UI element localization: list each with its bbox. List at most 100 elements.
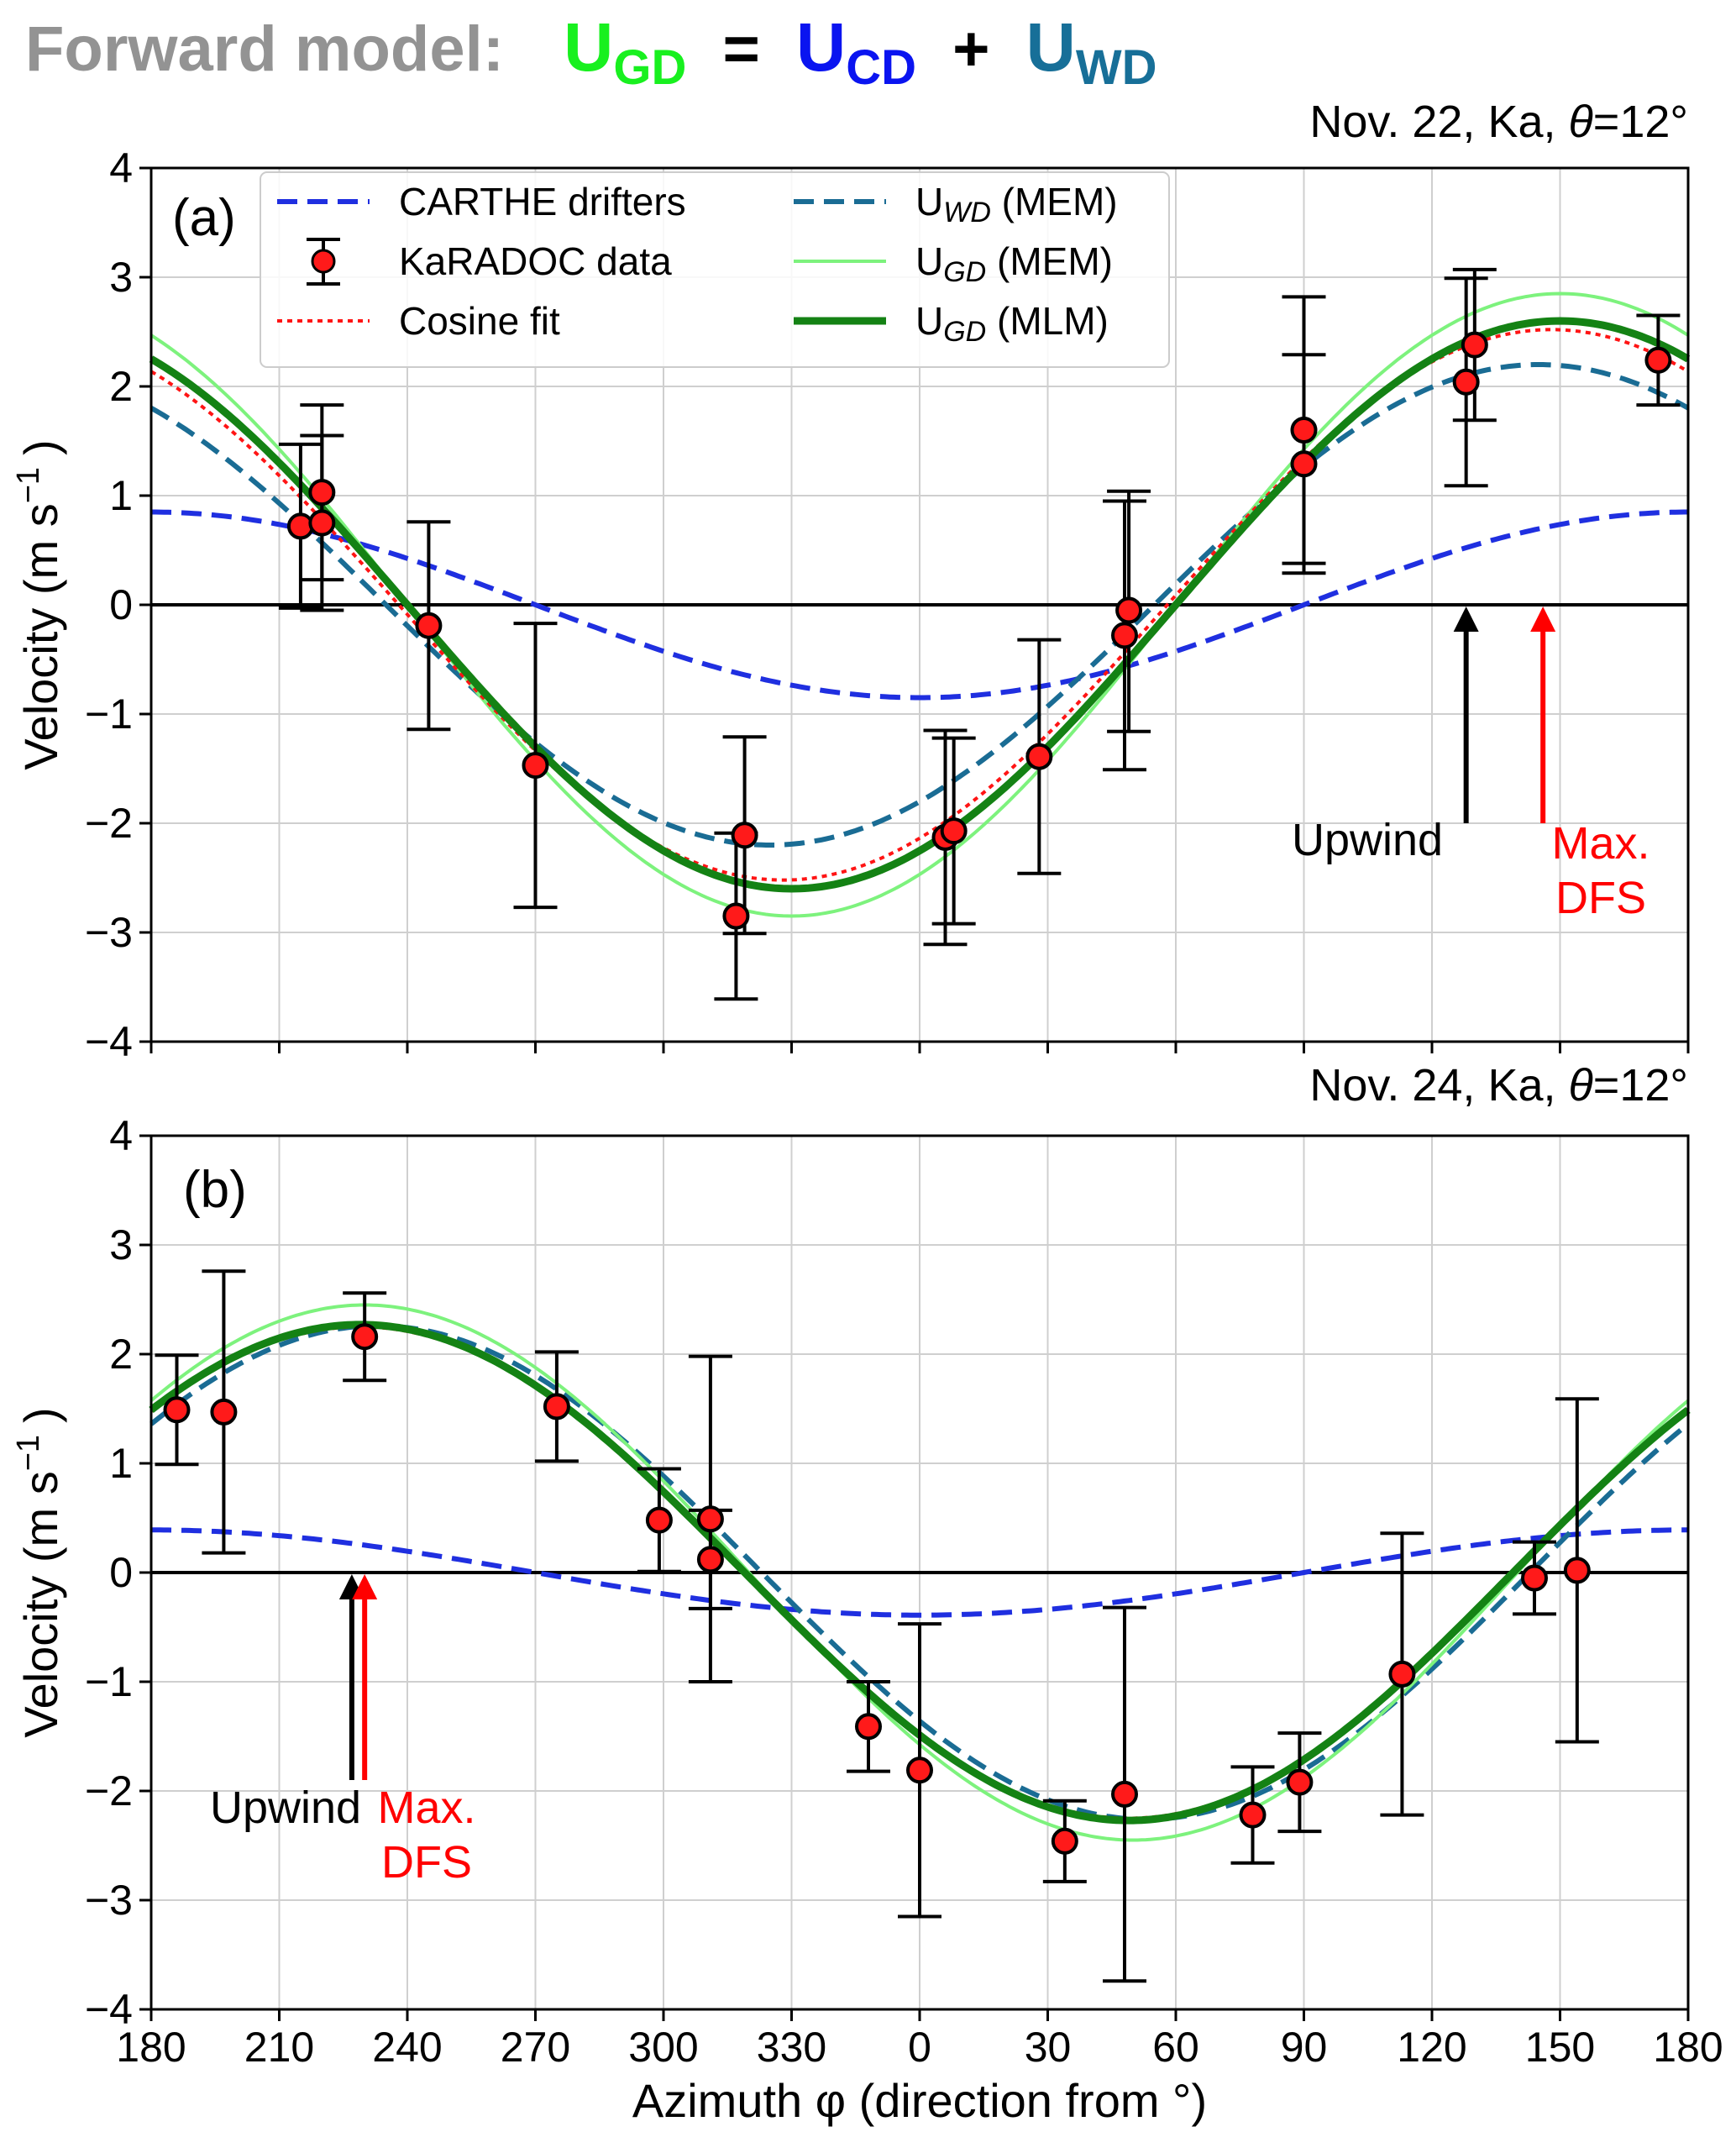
curve-carthe — [151, 509, 1688, 701]
data-point — [722, 902, 750, 930]
y-axis-label-a: Velocity (m s−1) — [11, 439, 67, 769]
title-prefix: Forward model: — [25, 13, 504, 85]
panel-b-points — [155, 1269, 1599, 1983]
x-tick-label: 0 — [908, 2024, 931, 2071]
maxdfs-label-a-1: Max. — [1551, 818, 1649, 869]
x-tick-label: 330 — [757, 2024, 826, 2071]
title-uwd-sub: WD — [1076, 40, 1157, 95]
legend-box — [260, 171, 1170, 368]
title-ugd: U — [564, 9, 613, 86]
data-point — [1051, 1827, 1078, 1855]
y-tick-label: 0 — [109, 1549, 133, 1596]
x-tick-label: 30 — [1025, 2024, 1072, 2071]
data-point — [1111, 1780, 1138, 1808]
panel-a-arrows — [1453, 607, 1556, 823]
data-point — [1644, 346, 1672, 374]
x-tick-label: 180 — [116, 2024, 186, 2071]
y-tick-label: −3 — [85, 1877, 133, 1924]
x-ticks: 180 210 240 270 300 330 0 30 60 90 120 150 180 — [116, 2024, 1723, 2071]
y-tick-label: −2 — [85, 800, 133, 847]
y-tick-label: 2 — [109, 363, 133, 410]
legend-label-karadoc: KaRADOC data — [399, 239, 672, 283]
data-point — [1025, 743, 1053, 770]
data-point — [906, 1757, 933, 1784]
panel-b-label: (b) — [183, 1161, 247, 1219]
x-tick-label: 150 — [1525, 2024, 1595, 2071]
panel-b-subtitle: Nov. 24, Ka, θ=12° — [1309, 1060, 1688, 1111]
panel-a-points — [278, 267, 1681, 1001]
data-point — [1563, 1557, 1591, 1584]
data-point — [308, 479, 336, 507]
data-point — [1290, 450, 1318, 478]
x-tick-label: 60 — [1152, 2024, 1199, 2071]
maxdfs-label-b-1: Max. — [377, 1783, 475, 1833]
x-tick-label: 300 — [628, 2024, 698, 2071]
x-tick-label: 90 — [1281, 2024, 1328, 2071]
x-axis-label: Azimuth φ (direction from °) — [632, 2074, 1207, 2127]
panel-b: Nov. 24, Ka, θ=12° −4 −3 −2 −1 0 1 2 3 4 (b) Upw… — [85, 1060, 1723, 2071]
y-tick-label: 4 — [109, 144, 133, 192]
data-point — [1290, 417, 1318, 444]
title-ucd-sub: CD — [846, 40, 916, 95]
y-tick-label: −1 — [85, 691, 133, 738]
y-axis-label-b: Velocity (m s−1) — [11, 1407, 67, 1737]
curve-carthe — [151, 1527, 1688, 1618]
y-tick-label: 0 — [109, 581, 133, 628]
y-tick-label: 2 — [109, 1331, 133, 1378]
title-plus: + — [952, 13, 989, 85]
data-point — [163, 1396, 191, 1424]
data-point — [696, 1505, 724, 1533]
legend-label-cosine: Cosine fit — [399, 299, 560, 343]
data-point — [855, 1713, 882, 1741]
x-tick-label: 270 — [501, 2024, 570, 2071]
legend-label-uwd-mem: UWD (MEM) — [915, 180, 1118, 228]
y-tick-label: −3 — [85, 909, 133, 956]
data-point — [415, 612, 443, 639]
x-tick-label: 210 — [244, 2024, 314, 2071]
data-point — [940, 817, 968, 845]
y-tick-label: 3 — [109, 254, 133, 301]
y-tick-label: 1 — [109, 1440, 133, 1487]
x-tick-label: 180 — [1653, 2024, 1723, 2071]
panel-a: Nov. 22, Ka, θ=12° −4 −3 −2 −1 0 1 2 3 4 (a) Upw… — [85, 97, 1691, 1065]
panel-a-subtitle: Nov. 22, Ka, θ=12° — [1309, 97, 1688, 147]
y-tick-label: −4 — [85, 1018, 133, 1065]
title-ucd: U — [796, 9, 846, 86]
maxdfs-arrow-b-head — [352, 1574, 378, 1599]
y-tick-label: 1 — [109, 472, 133, 519]
legend-label-ugd-mlm: UGD (MLM) — [915, 299, 1109, 348]
upwind-arrow-a-head — [1453, 607, 1479, 632]
panel-a-curves — [149, 291, 1691, 918]
data-point — [1115, 596, 1143, 624]
data-point — [1452, 368, 1480, 396]
x-tick-label: 120 — [1397, 2024, 1466, 2071]
title-ugd-sub: GD — [613, 40, 686, 95]
data-point — [543, 1393, 570, 1420]
panel-a-yticks: −4 −3 −2 −1 0 1 2 3 4 — [85, 144, 151, 1065]
data-point — [1461, 331, 1488, 359]
title-uwd: U — [1026, 9, 1076, 86]
y-tick-label: −4 — [85, 1986, 133, 2033]
data-point — [351, 1323, 379, 1351]
data-point — [1388, 1660, 1416, 1688]
legend: CARTHE drifters KaRADOC data Cosine fit … — [260, 171, 1170, 368]
data-point — [731, 822, 758, 849]
curve-ugd-mlm — [149, 317, 1691, 893]
data-point — [1521, 1564, 1548, 1592]
data-point — [286, 512, 314, 540]
upwind-label-a: Upwind — [1292, 815, 1443, 865]
curve-uwd-mem — [149, 362, 1690, 848]
y-tick-label: 4 — [109, 1112, 133, 1159]
data-point — [1239, 1801, 1267, 1829]
maxdfs-arrow-a-head — [1530, 607, 1556, 632]
maxdfs-label-a-2: DFS — [1555, 873, 1646, 923]
data-point — [210, 1398, 238, 1426]
y-tick-label: 3 — [109, 1221, 133, 1268]
y-tick-label: −2 — [85, 1767, 133, 1814]
legend-label-carthe: CARTHE drifters — [399, 180, 686, 223]
figure-title: Forward model: UGD = UCD + UWD — [25, 9, 1157, 98]
data-point — [696, 1546, 724, 1573]
panel-b-yticks: −4 −3 −2 −1 0 1 2 3 4 — [85, 1112, 151, 2033]
panel-a-label: (a) — [172, 189, 236, 247]
